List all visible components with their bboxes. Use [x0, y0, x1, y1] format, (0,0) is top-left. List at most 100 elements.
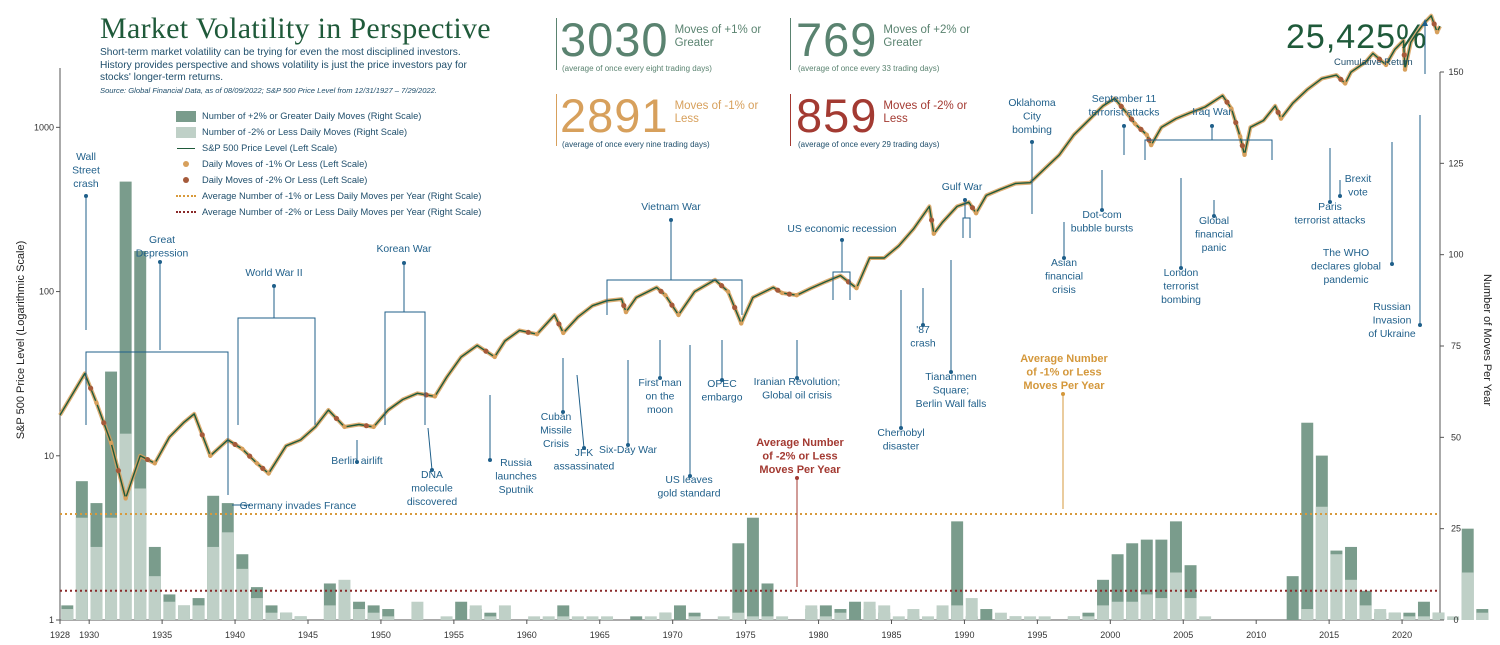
bar-down2-2003: [1155, 598, 1168, 620]
bar-down2-1981: [834, 612, 847, 620]
bar-down2-1932: [119, 433, 132, 620]
bar-down2-1950: [382, 616, 395, 620]
x-tick-label: 1928: [50, 630, 70, 640]
bar-up2-1933: [134, 251, 147, 620]
bar-down2-1969: [659, 612, 672, 620]
legend-label-price: S&P 500 Price Level (Left Scale): [202, 143, 338, 153]
bar-down2-1964: [586, 616, 599, 620]
down1-dot: [208, 453, 213, 458]
bar-down2-2022: [1432, 612, 1445, 620]
event-dot-gulf-war: [963, 198, 967, 202]
event-label-first-man-on-the-moon: First man: [638, 378, 682, 389]
bar-down2-2016: [1345, 579, 1357, 620]
bar-up2-2000: [1111, 554, 1124, 620]
event-bracket-vietnam-war: [606, 279, 743, 315]
bar-up2-2021: [1417, 601, 1430, 620]
bar-down2-1947: [338, 579, 351, 620]
bar-down2-1928: [61, 609, 74, 620]
bar-up2-1950: [382, 609, 395, 620]
bar-up2-1989: [951, 521, 964, 620]
bar-down2-1997: [1067, 616, 1080, 620]
x-tick-label: 1960: [517, 630, 537, 640]
down1-dot: [254, 461, 260, 466]
down2-dot: [232, 441, 238, 448]
event-dot-korean-war: [402, 261, 406, 265]
bar-down2-1986: [907, 609, 920, 620]
right-tick-label: 75: [1451, 341, 1461, 351]
event-label-wall-street-crash: crash: [73, 179, 99, 190]
down1-dot: [794, 293, 799, 298]
event-dot-us-economic-recession: [840, 238, 844, 242]
legend-dot-down1: [183, 161, 189, 167]
legend-item-dot2: Daily Moves of -2% Or Less (Left Scale): [176, 172, 481, 188]
bar-up2-1980: [819, 605, 832, 620]
stat-divider-1: [556, 18, 557, 70]
stat-up2-number: 769: [796, 13, 878, 66]
event-bracket-korean-war: [384, 311, 426, 425]
event-label-the-who-declares-global-pandemic: The WHO: [1323, 248, 1369, 259]
event-bracket-us-economic-recession: [832, 271, 851, 300]
event-label-paris-terrorist-attacks: Paris: [1318, 202, 1342, 213]
event-dot-london-terrorist-bombing: [1179, 266, 1183, 270]
event-bracket-world-war-ii: [237, 317, 316, 425]
bar-down2-1985: [892, 616, 905, 620]
avg-down1-label: Moves Per Year: [1023, 380, 1105, 392]
legend-label-avg2: Average Number of -2% or Less Daily Move…: [202, 207, 482, 217]
event-label-global-financial-panic: financial: [1195, 230, 1233, 241]
bar-down2-1998: [1082, 616, 1095, 620]
event-label-brexit-vote: vote: [1348, 188, 1368, 199]
down1-dot: [725, 289, 731, 294]
bar-down2-2001: [1126, 601, 1139, 620]
event-label-cuban-missile-crisis: Cuban: [541, 412, 572, 423]
event-label-six-day-war: Six-Day War: [599, 445, 657, 456]
down2-dot: [775, 287, 781, 293]
event-label-the-who-declares-global-pandemic: pandemic: [1323, 275, 1368, 286]
bar-down2-1973: [717, 616, 730, 620]
down1-dot: [854, 285, 859, 291]
legend: Number of +2% or Greater Daily Moves (Ri…: [176, 108, 481, 220]
down2-dot: [1338, 76, 1344, 82]
bar-down2-1958: [498, 605, 511, 620]
stat-up1-number: 3030: [560, 13, 669, 66]
event-leader-dna-molecule-discovered: [427, 427, 433, 471]
event-dot-asian-financial-crisis: [1062, 256, 1066, 260]
event-label-london-terrorist-bombing: bombing: [1161, 295, 1201, 306]
down1-dot: [973, 211, 979, 216]
stat-up2-label: Moves of +2% or Greater: [883, 24, 971, 49]
bar-up2-1955: [455, 601, 468, 620]
bar-up2-2002: [1140, 539, 1153, 620]
down2-dot: [621, 302, 627, 309]
stat-up1-label: Moves of +1% or Greater: [674, 24, 762, 49]
event-label-tiananmen-square-berlin-wall-falls: Berlin Wall falls: [916, 399, 987, 410]
event-label-dot-com-bubble-bursts: Dot-com: [1082, 210, 1121, 221]
event-label-brexit-vote: Brexit: [1345, 174, 1372, 185]
event-label-oklahoma-city-bombing: bombing: [1012, 125, 1052, 136]
bar-up2-1967: [630, 616, 643, 620]
bar-down2-1984: [878, 605, 891, 620]
down1-dot: [534, 332, 540, 337]
down1-dot: [492, 354, 497, 360]
down2-dot: [144, 456, 151, 463]
bar-down2-2006: [1199, 616, 1212, 620]
bar-up2-1946: [323, 583, 336, 620]
left-axis-title: S&P 500 Price Level (Logarithmic Scale): [15, 241, 27, 440]
x-tick-label: 2005: [1173, 630, 1193, 640]
legend-item-price: S&P 500 Price Level (Left Scale): [176, 140, 481, 156]
event-label-gulf-war: Gulf War: [942, 182, 983, 193]
bar-down2-2019: [1388, 612, 1401, 620]
down2-dot: [658, 288, 664, 294]
bar-down2-2024: [1461, 572, 1474, 620]
bar-up2-1999: [1097, 579, 1110, 620]
event-label-russian-invasion-of-ukraine: Russian: [1373, 302, 1411, 313]
down1-dot: [623, 309, 629, 315]
event-label-tiananmen-square-berlin-wall-falls: Square;: [933, 386, 969, 397]
down1-dot: [1242, 152, 1247, 158]
event-label-russia-launches-sputnik: launches: [495, 472, 537, 483]
legend-item-avg2: Average Number of -2% or Less Daily Move…: [176, 204, 481, 220]
left-tick-label: 10: [44, 451, 54, 461]
right-tick-label: 100: [1448, 250, 1463, 260]
event-dot-berlin-airlift: [355, 460, 359, 464]
right-tick-label: 50: [1451, 432, 1461, 442]
down2-dot: [1118, 103, 1124, 109]
event-label-oklahoma-city-bombing: Oklahoma: [1008, 98, 1056, 109]
